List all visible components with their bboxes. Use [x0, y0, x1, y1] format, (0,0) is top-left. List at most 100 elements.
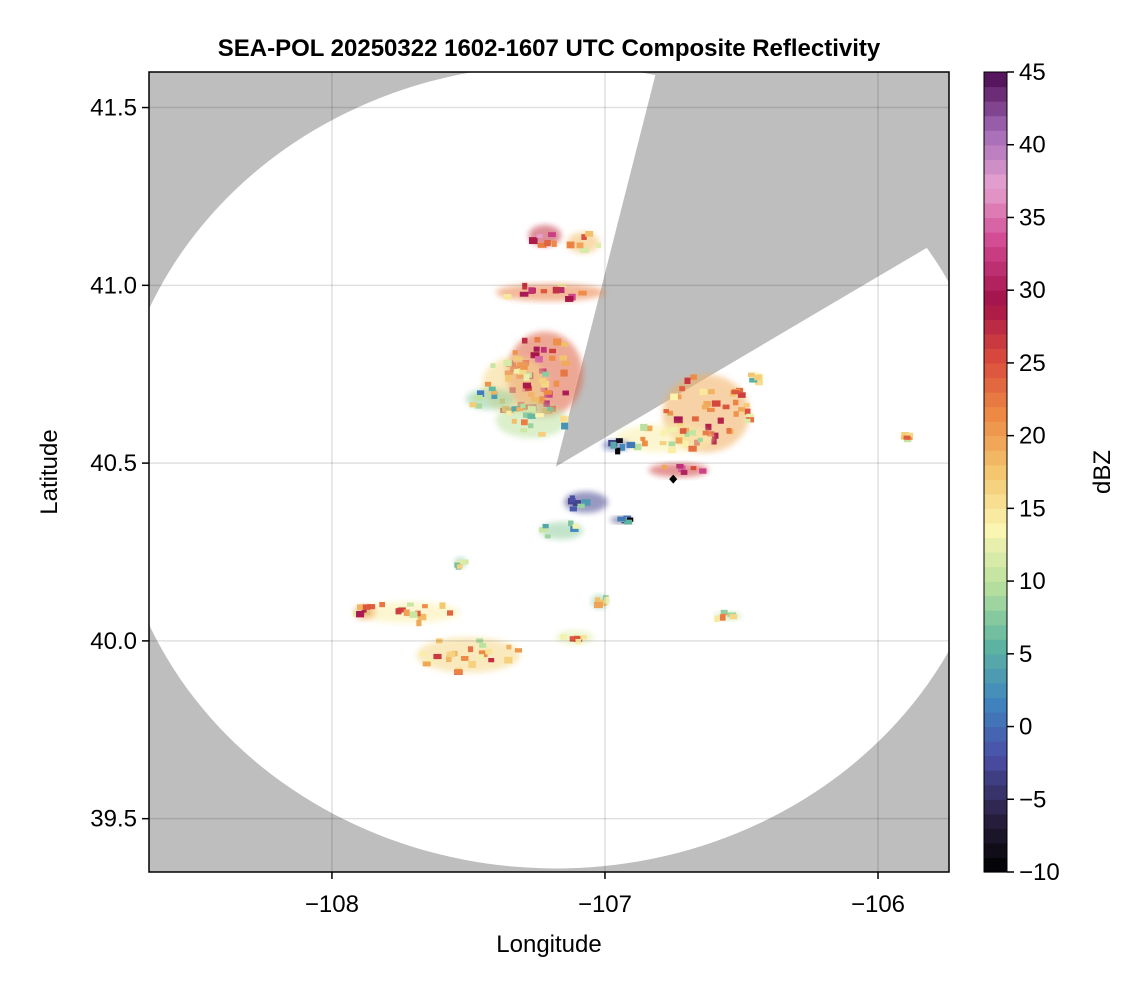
echo-region	[416, 637, 523, 675]
y-axis-ticks: 39.5 40.0 40.5 41.0 41.5	[90, 95, 149, 833]
echo-region	[564, 491, 608, 513]
colorbar-segment	[984, 232, 1007, 248]
echo-region	[610, 515, 634, 525]
colorbar-tick-label: −10	[1019, 859, 1060, 886]
radar-coverage-area	[149, 72, 949, 869]
colorbar-segment	[984, 668, 1007, 684]
colorbar-segment	[984, 421, 1007, 437]
y-tick-label: 40.0	[90, 628, 137, 655]
reflectivity-echoes	[353, 224, 914, 675]
colorbar-segment	[984, 770, 1007, 786]
colorbar-tick-label: 30	[1019, 277, 1046, 304]
colorbar-segment	[984, 435, 1007, 451]
colorbar-segment	[984, 741, 1007, 757]
x-axis-label: Longitude	[496, 931, 601, 958]
colorbar-segment	[984, 86, 1007, 102]
y-tick-label: 39.5	[90, 806, 137, 833]
colorbar-segment	[984, 610, 1007, 626]
plot-frame	[148, 71, 950, 873]
colorbar-segment	[984, 261, 1007, 277]
echo-region	[495, 402, 569, 439]
echo-region	[714, 609, 742, 623]
colorbar-segment	[984, 697, 1007, 713]
colorbar-segment	[984, 406, 1007, 422]
colorbar-segment	[984, 72, 1007, 88]
colorbar-tick-label: 35	[1019, 204, 1046, 231]
colorbar-segment	[984, 508, 1007, 524]
location-marker	[669, 474, 678, 484]
colorbar-segment	[984, 392, 1007, 408]
colorbar-segment	[984, 188, 1007, 204]
colorbar-segment	[984, 173, 1007, 189]
colorbar-ticks: −10 −5 0 5 10 15 20 25 30 35 40 45	[1007, 59, 1060, 886]
colorbar-tick-label: 10	[1019, 568, 1046, 595]
echo-region	[591, 594, 610, 609]
colorbar-segment	[984, 115, 1007, 131]
echo-region	[648, 463, 709, 478]
x-axis-ticks: −108 −107 −106	[305, 872, 905, 918]
colorbar-segment	[984, 624, 1007, 640]
colorbar-segment	[984, 319, 1007, 335]
echo-region	[495, 282, 605, 302]
colorbar-segment	[984, 726, 1007, 742]
colorbar-segment	[984, 348, 1007, 364]
colorbar-segment	[984, 552, 1007, 568]
echo-region	[465, 386, 515, 410]
colorbar-frame	[983, 71, 1008, 873]
colorbar-segment	[984, 362, 1007, 379]
colorbar-segment	[984, 304, 1007, 320]
colorbar-segment	[984, 333, 1007, 349]
colorbar-segment	[984, 828, 1007, 844]
colorbar-tick-label: −5	[1019, 786, 1046, 813]
colorbar-segment	[984, 682, 1007, 699]
colorbar-segment	[984, 202, 1007, 219]
colorbar-segment	[984, 755, 1007, 771]
chart-title: SEA-POL 20250322 1602-1607 UTC Composite…	[218, 35, 881, 62]
plot-area	[149, 72, 949, 872]
colorbar-tick-label: 20	[1019, 423, 1046, 450]
grid-lines	[149, 72, 949, 872]
echo-region	[555, 630, 595, 645]
colorbar-segment	[984, 595, 1007, 611]
x-tick-label: −108	[305, 891, 359, 918]
colorbar-segment	[984, 275, 1007, 291]
echo-region	[539, 520, 584, 540]
echo-region	[566, 230, 602, 254]
colorbar-tick-label: 40	[1019, 132, 1046, 159]
y-axis-label: Latitude	[36, 429, 63, 514]
colorbar	[983, 71, 1008, 873]
colorbar-segment	[984, 493, 1007, 509]
x-tick-label: −107	[578, 891, 632, 918]
colorbar-segment	[984, 784, 1007, 800]
echo-region	[900, 431, 914, 443]
colorbar-segment	[984, 842, 1007, 859]
echo-region	[528, 224, 562, 248]
colorbar-segment	[984, 290, 1007, 306]
colorbar-segment	[984, 639, 1007, 655]
colorbar-segment	[984, 144, 1007, 160]
colorbar-segment	[984, 581, 1007, 597]
colorbar-segment	[984, 159, 1007, 175]
colorbar-segment	[984, 566, 1007, 582]
colorbar-tick-label: 15	[1019, 495, 1046, 522]
y-tick-label: 41.0	[90, 272, 137, 299]
colorbar-segment	[984, 522, 1007, 539]
colorbar-segment	[984, 653, 1007, 669]
echo-region	[615, 423, 715, 454]
colorbar-segment	[984, 130, 1007, 146]
colorbar-segment	[984, 712, 1007, 728]
y-tick-label: 40.5	[90, 450, 137, 477]
x-tick-label: −106	[851, 891, 905, 918]
echo-region	[454, 557, 469, 570]
colorbar-tick-label: 0	[1019, 714, 1032, 741]
echo-region	[602, 438, 636, 455]
colorbar-segment	[984, 799, 1007, 815]
colorbar-segment	[984, 377, 1007, 393]
colorbar-tick-label: 45	[1019, 59, 1046, 86]
colorbar-segment	[984, 101, 1007, 117]
colorbar-segment	[984, 857, 1007, 873]
colorbar-tick-label: 5	[1019, 641, 1032, 668]
colorbar-segment	[984, 246, 1007, 262]
echo-region	[748, 372, 764, 386]
